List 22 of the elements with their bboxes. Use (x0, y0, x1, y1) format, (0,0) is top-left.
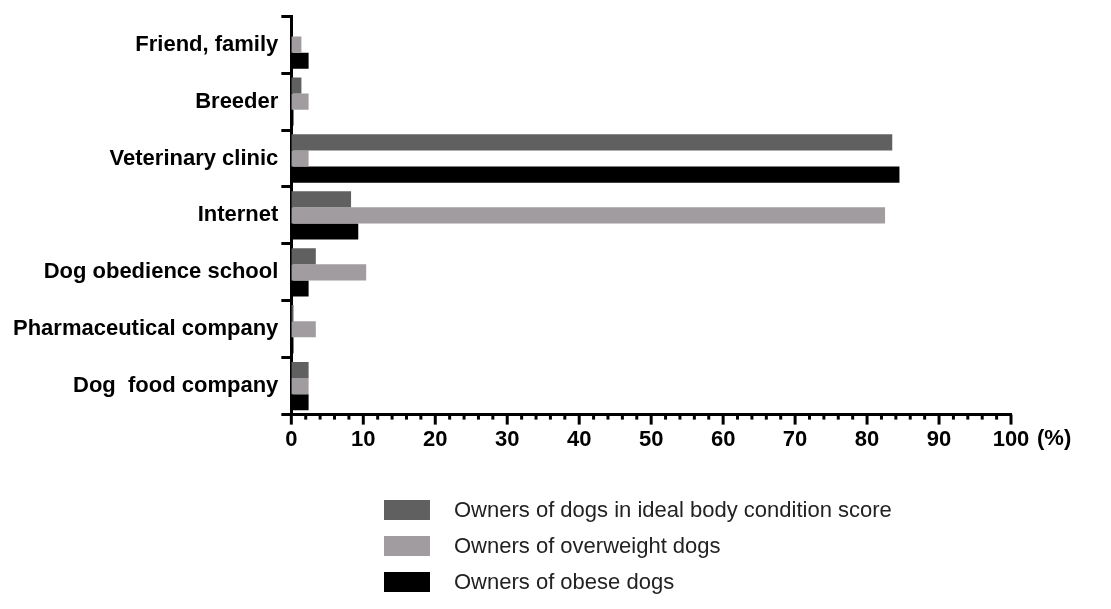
x-tick-label: 20 (423, 425, 448, 451)
x-tick-label: 60 (710, 425, 736, 451)
y-tick-label: Pharmaceutical company (12, 315, 280, 341)
y-tick-label: Breeder (195, 87, 279, 113)
legend-label: Owners of dogs in ideal body condition score (454, 497, 892, 523)
x-tick-label: 10 (351, 425, 376, 451)
x-tick-label: 30 (494, 425, 520, 451)
x-tick-label: 0 (285, 425, 298, 451)
x-tick-label: 40 (566, 425, 592, 451)
x-tick-label: 90 (926, 425, 952, 451)
x-axis-title: (%) (1037, 424, 1072, 450)
x-tick-label: 80 (854, 425, 880, 451)
y-tick-label: Dog food company (73, 372, 280, 398)
x-tick-label: 70 (782, 425, 808, 451)
y-tick-label: Dog obedience school (43, 258, 279, 284)
legend-label: Owners of overweight dogs (454, 533, 721, 559)
y-tick-label: Friend, family (135, 30, 280, 56)
y-tick-label: Internet (197, 201, 279, 227)
y-tick-label: Veterinary clinic (109, 144, 279, 170)
legend-label: Owners of obese dogs (454, 569, 675, 595)
x-tick-label: 50 (638, 425, 664, 451)
x-tick-label: 100 (992, 425, 1030, 451)
